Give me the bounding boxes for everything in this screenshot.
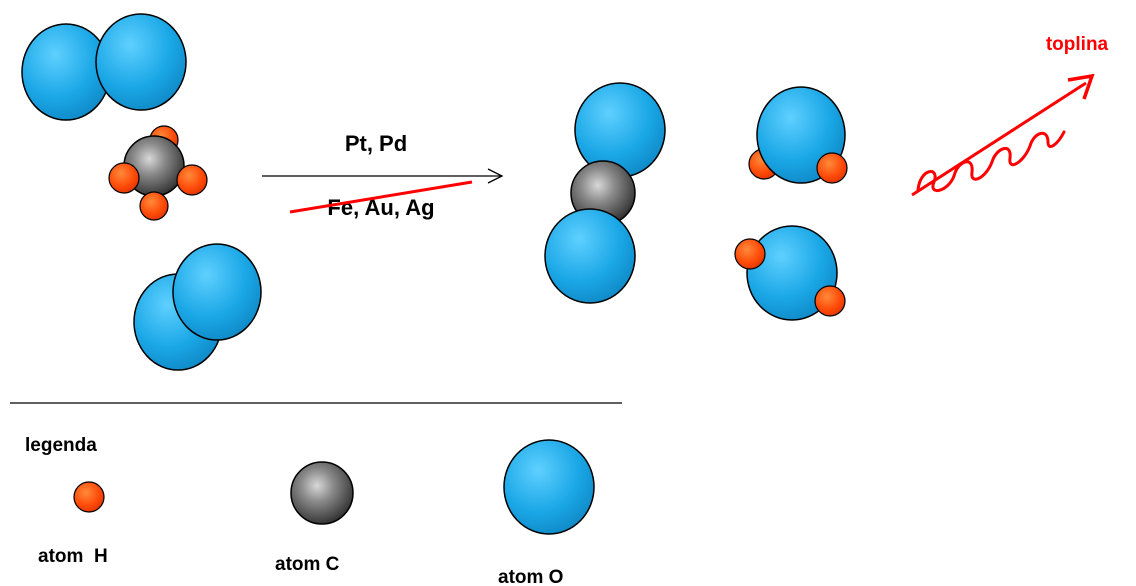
- heat-wave-arrow: [911, 73, 1095, 197]
- legend-oxygen-label: atom O: [498, 567, 563, 586]
- legend-oxygen-atom: [503, 439, 595, 535]
- legend-carbon-label: atom C: [275, 554, 340, 575]
- oxygen-molecule-top: [21, 13, 187, 121]
- heat-label: toplina: [1046, 34, 1109, 55]
- oxygen-atom: [574, 82, 666, 178]
- hydrogen-atom: [139, 191, 169, 221]
- legend-hydrogen-label: atom H: [38, 546, 108, 567]
- water-molecule-bottom: [734, 225, 846, 321]
- oxygen-atom: [544, 208, 636, 304]
- methane-molecule: [108, 125, 208, 221]
- hydrogen-atom: [176, 164, 208, 196]
- strike-through-line: [289, 180, 473, 214]
- hydrogen-atom: [734, 238, 766, 270]
- water-molecule-top: [748, 86, 848, 184]
- legend-title: legenda: [25, 435, 97, 456]
- catalysts-inactive-label: Fe, Au, Ag: [327, 195, 434, 220]
- hydrogen-atom: [816, 152, 848, 184]
- hydrogen-atom: [108, 162, 140, 194]
- carbon-dioxide-molecule: [544, 82, 666, 304]
- oxygen-atom: [172, 243, 262, 341]
- legend-hydrogen-atom: [73, 481, 105, 513]
- reaction-arrow: [262, 168, 504, 184]
- oxygen-atom: [746, 225, 838, 321]
- hydrogen-atom: [814, 285, 846, 317]
- legend-carbon-atom: [290, 461, 354, 525]
- oxygen-atom: [95, 13, 187, 111]
- oxygen-molecule-bottom: [133, 243, 262, 371]
- catalysts-active-label: Pt, Pd: [345, 131, 407, 156]
